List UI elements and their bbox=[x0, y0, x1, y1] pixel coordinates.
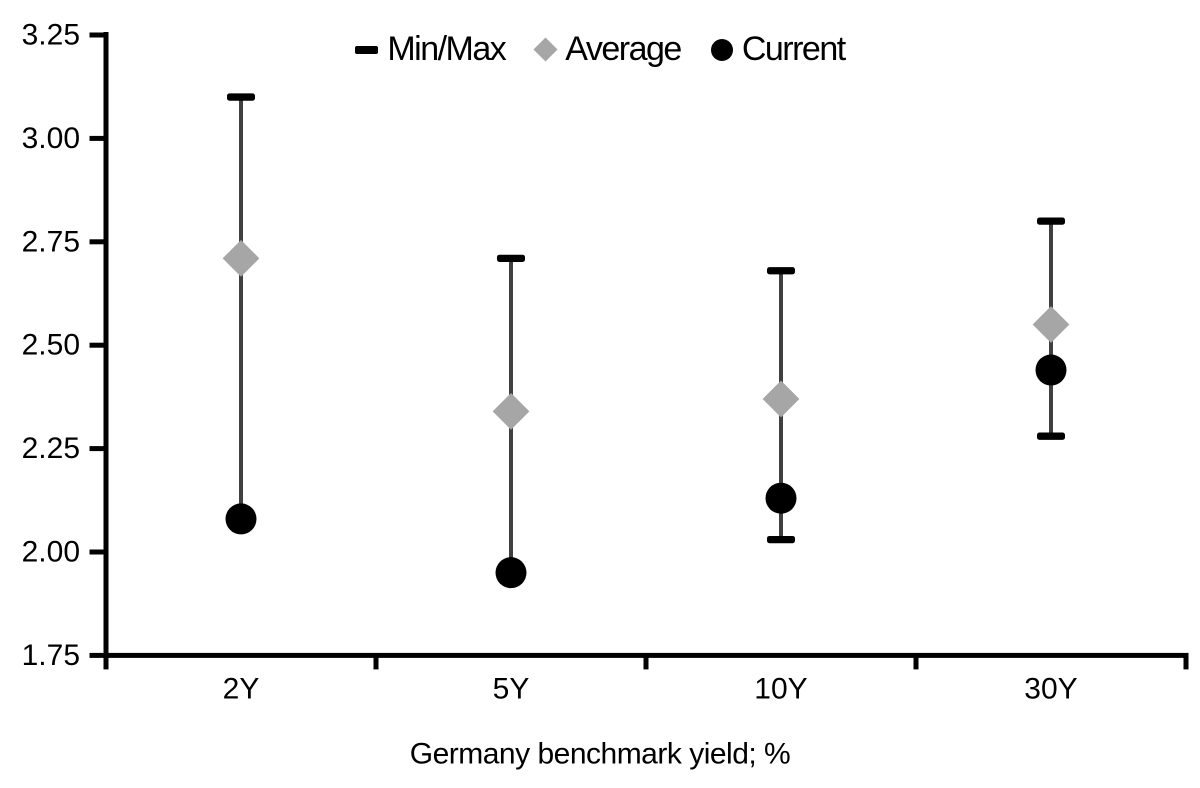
x-category-label: 5Y bbox=[493, 673, 530, 706]
current-marker-5Y bbox=[495, 557, 527, 589]
current-marker-30Y bbox=[1035, 354, 1067, 386]
max-cap-10Y bbox=[767, 267, 795, 275]
x-tick bbox=[103, 655, 109, 670]
x-tick bbox=[373, 655, 379, 670]
y-tick-label: 1.75 bbox=[22, 639, 80, 672]
average-marker-30Y bbox=[1032, 306, 1070, 343]
max-cap-30Y bbox=[1037, 217, 1065, 225]
y-tick-label: 2.75 bbox=[22, 225, 80, 258]
y-tick bbox=[89, 239, 104, 245]
y-tick bbox=[89, 652, 104, 658]
y-axis-line bbox=[103, 32, 109, 659]
y-tick bbox=[89, 446, 104, 452]
x-axis-title: Germany benchmark yield; % bbox=[410, 738, 791, 771]
y-tick-label: 3.25 bbox=[22, 19, 80, 52]
average-marker-5Y bbox=[492, 392, 530, 430]
y-tick bbox=[89, 549, 104, 555]
min-cap-30Y bbox=[1037, 432, 1065, 440]
x-category-label: 10Y bbox=[754, 673, 807, 706]
y-tick-label: 2.25 bbox=[22, 432, 80, 465]
average-marker-10Y bbox=[762, 380, 800, 418]
max-cap-5Y bbox=[497, 254, 525, 262]
min-cap-10Y bbox=[767, 535, 795, 544]
x-tick bbox=[913, 655, 919, 670]
average-marker-2Y bbox=[222, 239, 260, 277]
y-tick-label: 2.50 bbox=[22, 329, 80, 362]
max-cap-2Y bbox=[227, 93, 255, 101]
y-tick-label: 2.00 bbox=[22, 536, 80, 569]
y-tick-label: 3.00 bbox=[22, 122, 80, 155]
y-tick bbox=[89, 135, 104, 141]
y-tick bbox=[89, 32, 104, 38]
y-tick bbox=[89, 342, 104, 348]
whisker-2Y bbox=[239, 97, 243, 519]
x-tick bbox=[643, 655, 649, 670]
x-category-label: 2Y bbox=[223, 673, 260, 706]
x-category-label: 30Y bbox=[1024, 673, 1077, 706]
current-marker-10Y bbox=[765, 482, 797, 514]
current-marker-2Y bbox=[225, 503, 257, 535]
x-tick bbox=[1183, 655, 1189, 670]
